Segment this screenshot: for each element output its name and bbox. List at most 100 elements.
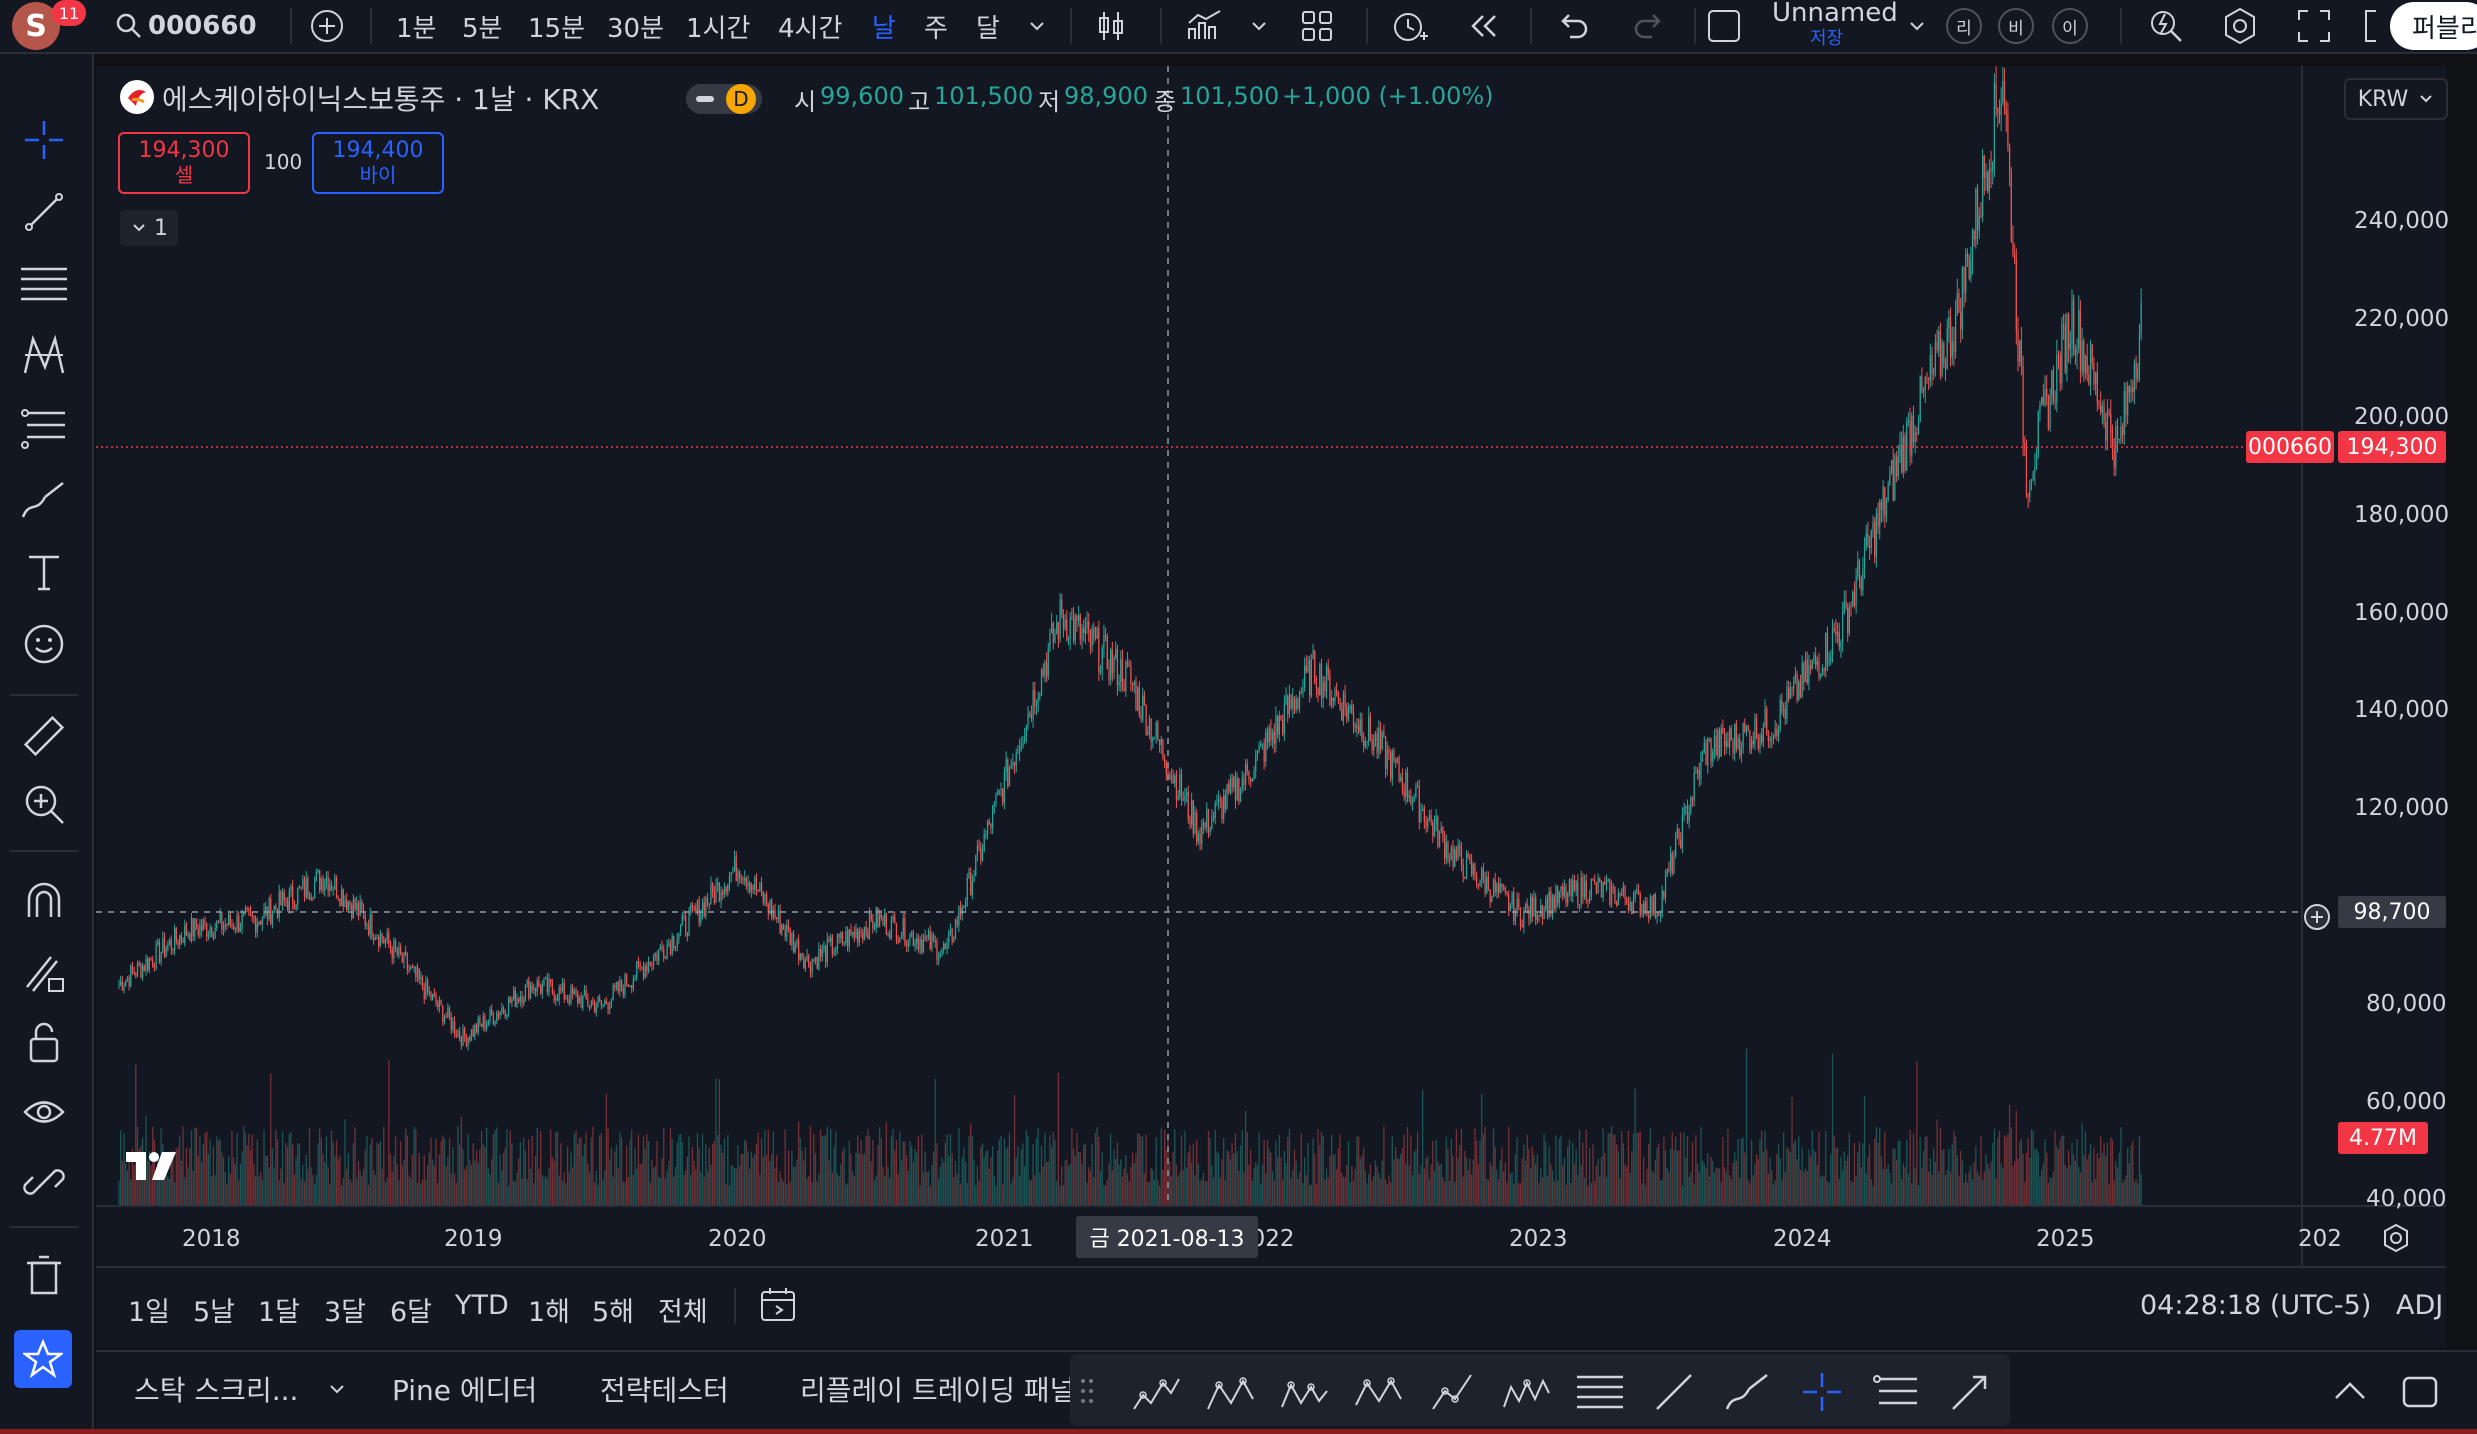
interval-day[interactable]: 날	[872, 13, 896, 44]
elliott-impulse-tool[interactable]	[1128, 1364, 1184, 1420]
range-3m[interactable]: 3달	[324, 1297, 367, 1328]
adjust-toggle[interactable]: ADJ	[2396, 1290, 2444, 1321]
text-tool[interactable]	[16, 544, 72, 600]
hide-tool[interactable]	[16, 1084, 72, 1140]
tab-pine-editor[interactable]: Pine 에디터	[392, 1374, 538, 1407]
price-chart[interactable]	[96, 66, 2446, 1266]
favorites-button[interactable]	[14, 1330, 72, 1388]
data-badge[interactable]: D	[686, 84, 762, 114]
interval-15m[interactable]: 15분	[528, 13, 586, 44]
range-all[interactable]: 전체	[658, 1297, 708, 1328]
path-tool[interactable]	[1424, 1364, 1480, 1420]
redo-button[interactable]	[1632, 0, 1666, 52]
compare-button[interactable]	[308, 0, 346, 52]
snapshot-button[interactable]	[2362, 0, 2382, 52]
lock-all-tool[interactable]	[16, 1014, 72, 1070]
elliott-correction-tool[interactable]	[1202, 1364, 1258, 1420]
sell-button[interactable]: 194,300 셀	[118, 132, 250, 194]
interval-week[interactable]: 주	[924, 13, 948, 44]
arrow-fav-tool[interactable]	[1942, 1364, 1998, 1420]
pattern-tool[interactable]	[16, 328, 72, 384]
tab-replay-panel[interactable]: 리플레이 트레이딩 패널	[800, 1374, 1076, 1407]
measure-tool[interactable]	[16, 708, 72, 764]
link-tool[interactable]	[16, 1154, 72, 1210]
volume-bar	[179, 1135, 181, 1206]
candle-body	[1555, 886, 1557, 909]
settings-button[interactable]	[2220, 0, 2260, 52]
clock-timezone[interactable]: 04:28:18 (UTC-5)	[2140, 1290, 2372, 1321]
volume-bar	[317, 1143, 319, 1206]
candle-body	[1828, 661, 1830, 664]
indicators-button[interactable]	[1186, 0, 1224, 52]
delete-tool[interactable]	[16, 1248, 72, 1304]
symbol-title[interactable]: 에스케이하이닉스보통주 · 1날 · KRX	[162, 83, 600, 116]
interval-month[interactable]: 달	[976, 13, 1000, 44]
fib-tool[interactable]	[16, 256, 72, 312]
range-ytd[interactable]: YTD	[455, 1290, 509, 1321]
indicators-dropdown[interactable]	[1248, 0, 1270, 52]
publish-button[interactable]: 퍼블리	[2390, 2, 2477, 50]
drag-handle[interactable]	[1080, 1376, 1094, 1406]
projection-tool[interactable]	[16, 400, 72, 456]
layout-toggle-button[interactable]	[1706, 0, 1742, 52]
chart-type-button[interactable]	[1094, 0, 1128, 52]
range-1m[interactable]: 1달	[258, 1297, 301, 1328]
order-quantity[interactable]: 100	[264, 150, 303, 174]
layout-dropdown[interactable]	[1906, 0, 1928, 52]
brush-fav-tool[interactable]	[1720, 1364, 1776, 1420]
interval-4h[interactable]: 4시간	[778, 13, 843, 44]
collapse-panel-button[interactable]	[2328, 1372, 2372, 1412]
lock-drawing-tool[interactable]	[16, 944, 72, 1000]
tab-strategy-tester[interactable]: 전략테스터	[600, 1374, 729, 1407]
horizontal-lines-tool[interactable]	[1572, 1364, 1628, 1420]
interval-1m[interactable]: 1분	[396, 13, 437, 44]
interval-5m[interactable]: 5분	[462, 13, 503, 44]
magnet-tool[interactable]	[16, 872, 72, 928]
brush-tool[interactable]	[16, 472, 72, 528]
currency-select[interactable]: KRW	[2344, 78, 2448, 120]
volume-bar	[1280, 1157, 1282, 1206]
high-label: 고	[908, 88, 931, 116]
trend-line-fav-tool[interactable]	[1646, 1364, 1702, 1420]
layout-name-save[interactable]: Unnamed 저장	[1772, 0, 1898, 52]
range-1y[interactable]: 1해	[528, 1297, 571, 1328]
volume-bar	[1469, 1158, 1471, 1206]
range-5d[interactable]: 5날	[193, 1297, 236, 1328]
chart-pane[interactable]	[96, 66, 2446, 1266]
symbol-search-button[interactable]: 000660	[114, 0, 257, 52]
volume-bar	[1880, 1156, 1883, 1206]
zoom-tool[interactable]	[16, 776, 72, 832]
undo-button[interactable]	[1556, 0, 1590, 52]
add-alert-button[interactable]	[2296, 896, 2338, 938]
layout-grid-button[interactable]	[1300, 0, 1334, 52]
fullscreen-button[interactable]	[2296, 0, 2332, 52]
quick-button-bi[interactable]: 비	[1998, 8, 2034, 44]
range-6m[interactable]: 6달	[390, 1297, 433, 1328]
interval-dropdown[interactable]	[1026, 0, 1048, 52]
screener-dropdown[interactable]	[326, 1378, 348, 1404]
emoji-tool[interactable]	[16, 616, 72, 672]
trend-line-tool[interactable]	[16, 184, 72, 240]
tradingview-logo[interactable]	[124, 1148, 184, 1184]
buy-button[interactable]: 194,400 바이	[312, 132, 444, 194]
maximize-panel-button[interactable]	[2398, 1372, 2442, 1412]
tab-stock-screener[interactable]: 스탁 스크리...	[134, 1369, 298, 1409]
alert-button[interactable]	[1390, 0, 1430, 52]
collapse-legend-button[interactable]: 1	[120, 210, 178, 246]
interval-30m[interactable]: 30분	[607, 13, 665, 44]
range-5y[interactable]: 5해	[592, 1297, 635, 1328]
quick-button-i[interactable]: 이	[2052, 8, 2088, 44]
elliott-triangle-tool[interactable]	[1276, 1364, 1332, 1420]
quick-search-button[interactable]	[2146, 0, 2186, 52]
crosshair-fav-tool[interactable]	[1794, 1364, 1850, 1420]
axis-settings-button[interactable]	[2380, 1222, 2412, 1254]
elliott-triple-combo-tool[interactable]	[1498, 1364, 1554, 1420]
interval-1h[interactable]: 1시간	[686, 13, 751, 44]
crosshair-tool[interactable]	[16, 112, 72, 168]
elliott-double-combo-tool[interactable]	[1350, 1364, 1406, 1420]
range-1d[interactable]: 1일	[128, 1297, 171, 1328]
projection-fav-tool[interactable]	[1868, 1364, 1924, 1420]
quick-button-ri[interactable]: 리	[1946, 8, 1982, 44]
replay-button[interactable]	[1466, 0, 1502, 52]
goto-date-button[interactable]	[758, 1284, 800, 1326]
